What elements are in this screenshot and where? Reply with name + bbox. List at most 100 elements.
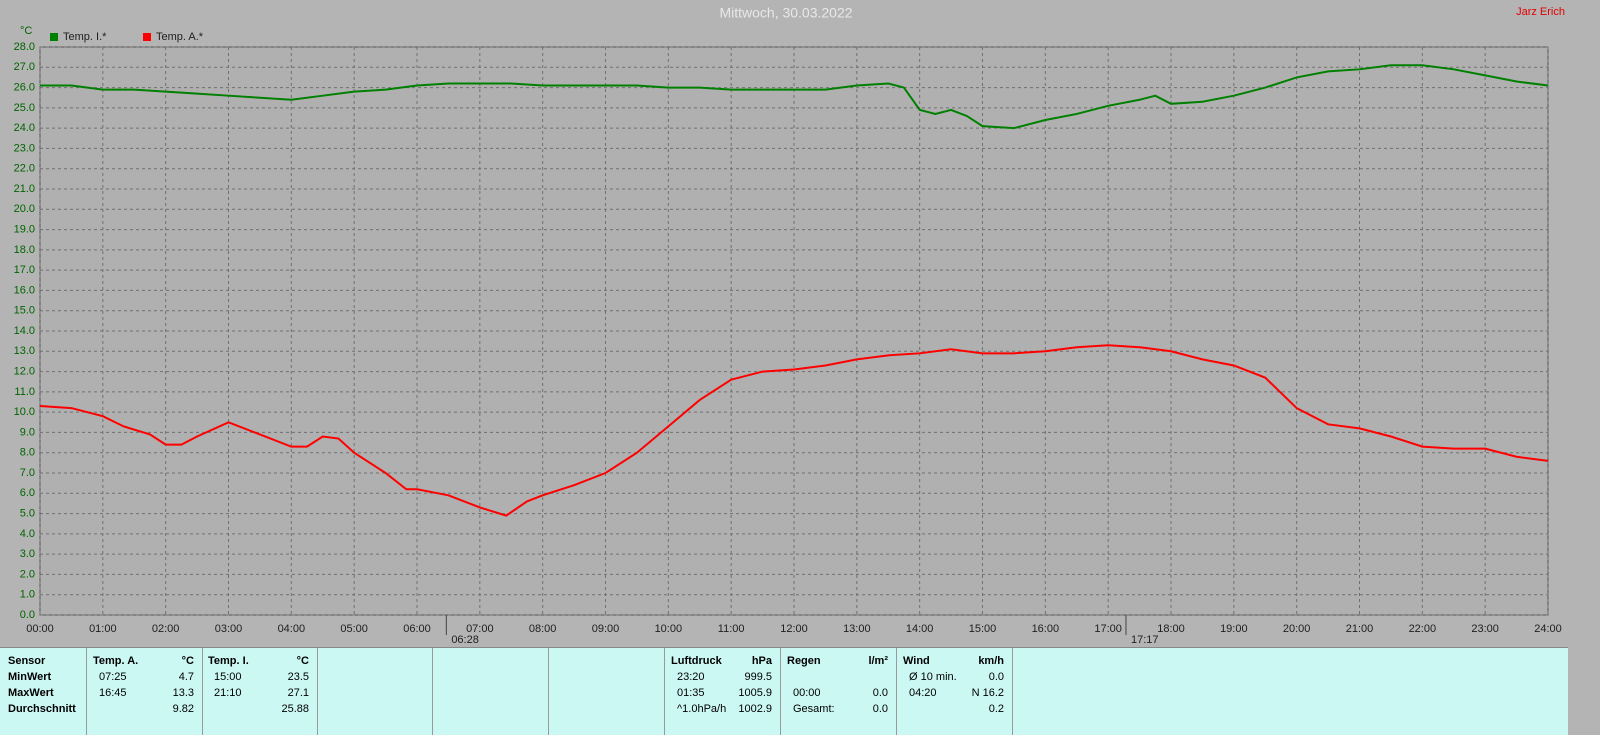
- table-cell: 25.88: [281, 703, 309, 715]
- stats-table: Sensor MinWert MaxWert Durchschnitt Temp. A.…: [0, 647, 1568, 735]
- y-tick-label: 17.0: [14, 264, 35, 276]
- table-cell: ^1.0hPa/h: [677, 703, 727, 715]
- x-tick-label: 06:00: [403, 623, 431, 635]
- table-cell: Temp. I.: [208, 655, 249, 667]
- table-cell: 0.0: [872, 687, 888, 699]
- x-tick-label: 07:00: [466, 623, 494, 635]
- y-tick-label: 28.0: [14, 41, 35, 53]
- table-cell: Luftdruck: [671, 655, 722, 667]
- series-line: [39, 344, 1549, 517]
- table-cell: MaxWert: [8, 687, 54, 699]
- x-tick-label: 18:00: [1157, 623, 1185, 635]
- x-tick-label: 16:00: [1032, 623, 1060, 635]
- table-block: Temp. A. °C 07:25 4.7 16:45 13.3 9.82: [87, 648, 203, 735]
- table-cell: 999.5: [744, 671, 772, 683]
- table-cell: 0.2: [988, 703, 1004, 715]
- table-cell: MinWert: [8, 671, 52, 683]
- table-cell: °C: [181, 655, 194, 667]
- table-cell: 1002.9: [738, 703, 772, 715]
- sun-label: 17:17: [1131, 634, 1159, 646]
- table-cell: 01:35: [677, 687, 705, 699]
- y-tick-label: 5.0: [20, 507, 35, 519]
- table-cell: 07:25: [99, 671, 127, 683]
- x-tick-label: 21:00: [1346, 623, 1374, 635]
- table-cell: 04:20: [909, 687, 937, 699]
- y-tick-label: 14.0: [14, 325, 35, 337]
- table-cell: 0.0: [872, 703, 888, 715]
- table-cell: Durchschnitt: [8, 703, 76, 715]
- y-unit: °C: [20, 25, 32, 37]
- table-cell: hPa: [751, 655, 772, 667]
- table-cell: Sensor: [8, 655, 46, 667]
- table-cell: km/h: [978, 655, 1004, 667]
- y-tick-label: 19.0: [14, 223, 35, 235]
- table-block: Regen l/m² 00:00 0.0 Gesamt: 0.0: [781, 648, 897, 735]
- chart-title: Mittwoch, 30.03.2022: [719, 5, 852, 21]
- y-tick-label: 1.0: [20, 589, 35, 601]
- x-tick-label: 23:00: [1471, 623, 1499, 635]
- x-tick-label: 13:00: [843, 623, 871, 635]
- y-tick-label: 15.0: [14, 305, 35, 317]
- y-tick-label: 23.0: [14, 142, 35, 154]
- y-tick-label: 10.0: [14, 406, 35, 418]
- table-cell: 23.5: [287, 671, 309, 683]
- x-tick-label: 11:00: [718, 623, 745, 635]
- table-cell: 00:00: [793, 687, 821, 699]
- y-tick-label: 25.0: [14, 102, 35, 114]
- legend-label: Temp. I.*: [63, 31, 107, 43]
- y-tick-label: 21.0: [14, 183, 35, 195]
- y-tick-label: 4.0: [20, 528, 35, 540]
- table-cell: 27.1: [287, 687, 309, 699]
- x-tick-label: 20:00: [1283, 623, 1311, 635]
- x-tick-label: 02:00: [152, 623, 180, 635]
- x-tick-label: 14:00: [906, 623, 934, 635]
- table-cell: 16:45: [99, 687, 127, 699]
- y-tick-label: 22.0: [14, 163, 35, 175]
- table-block: Sensor MinWert MaxWert Durchschnitt: [0, 648, 87, 735]
- x-tick-label: 09:00: [592, 623, 620, 635]
- table-block: [317, 648, 433, 735]
- x-tick-label: 10:00: [655, 623, 683, 635]
- x-tick-label: 17:00: [1094, 623, 1122, 635]
- table-cell: Wind: [903, 655, 930, 667]
- table-cell: Gesamt:: [793, 703, 835, 715]
- y-tick-label: 12.0: [14, 365, 35, 377]
- x-tick-label: 24:00: [1534, 623, 1562, 635]
- x-tick-label: 04:00: [278, 623, 306, 635]
- y-tick-label: 0.0: [20, 609, 35, 621]
- table-cell: °C: [296, 655, 309, 667]
- table-cell: N 16.2: [971, 687, 1004, 699]
- chart: Mittwoch, 30.03.2022 Jarz Erich °C 0.0 1.…: [14, 5, 1565, 646]
- x-tick-label: 05:00: [340, 623, 368, 635]
- y-tick-label: 9.0: [20, 426, 35, 438]
- x-tick-label: 15:00: [969, 623, 997, 635]
- table-block: Temp. I. °C 15:00 23.5 21:10 27.1 25.88: [202, 648, 318, 735]
- series-line: [40, 64, 1549, 130]
- legend-swatch: [143, 33, 151, 41]
- y-tick-label: 20.0: [14, 203, 35, 215]
- legend-swatch: [50, 33, 58, 41]
- table-cell: 1005.9: [738, 687, 772, 699]
- y-tick-label: 8.0: [20, 447, 35, 459]
- table-cell: 13.3: [172, 687, 194, 699]
- table-cell: 23:20: [677, 671, 705, 683]
- x-tick-label: 03:00: [215, 623, 243, 635]
- x-tick-label: 00:00: [26, 623, 54, 635]
- y-tick-label: 26.0: [14, 81, 35, 93]
- y-tick-label: 13.0: [14, 345, 35, 357]
- table-cell: 4.7: [178, 671, 194, 683]
- x-tick-label: 22:00: [1409, 623, 1437, 635]
- x-tick-label: 19:00: [1220, 623, 1248, 635]
- author: Jarz Erich: [1516, 6, 1565, 18]
- x-tick-label: 08:00: [529, 623, 557, 635]
- y-tick-label: 3.0: [20, 548, 35, 560]
- y-tick-label: 7.0: [20, 467, 35, 479]
- table-cell: 21:10: [214, 687, 242, 699]
- y-tick-label: 16.0: [14, 284, 35, 296]
- table-cell: Ø 10 min.: [909, 671, 957, 683]
- table-cell: Temp. A.: [93, 655, 139, 667]
- sun-label: 06:28: [451, 634, 479, 646]
- table-cell: 15:00: [214, 671, 242, 683]
- x-tick-label: 01:00: [89, 623, 117, 635]
